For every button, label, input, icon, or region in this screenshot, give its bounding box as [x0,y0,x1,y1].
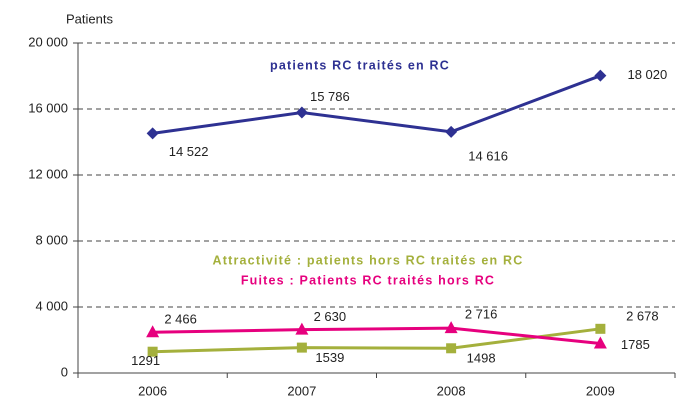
marker [446,343,457,354]
y-tick-label: 8 000 [35,232,68,247]
marker [147,346,158,357]
marker [296,342,307,353]
value-label: 1498 [467,351,496,366]
series-name: Attractivité : patients hors RC traités … [213,253,524,267]
marker [295,322,309,335]
value-label: 1539 [315,350,344,365]
y-tick-label: 20 000 [28,34,68,49]
y-axis-label: Patients [66,11,113,26]
y-tick-label: 4 000 [35,298,68,313]
value-label: 2 716 [465,307,498,322]
value-label: 2 466 [164,312,197,327]
marker [594,69,607,82]
series-line [152,74,601,135]
x-tick-label: 2006 [138,383,167,398]
marker [146,127,159,140]
x-tick-label: 2007 [287,383,316,398]
value-label: 14 616 [468,148,508,163]
marker [146,325,160,338]
marker [444,321,458,334]
value-label: 14 522 [169,144,209,159]
y-tick-label: 16 000 [28,100,68,115]
marker [593,336,607,349]
value-label: 2 630 [314,309,347,324]
y-tick-label: 0 [61,364,68,379]
y-tick-label: 12 000 [28,166,68,181]
marker [595,323,606,334]
value-label: 18 020 [627,67,667,82]
value-label: 15 786 [310,89,350,104]
x-tick-label: 2008 [437,383,466,398]
value-label: 1785 [621,337,650,352]
marker [295,106,308,119]
x-tick-label: 2009 [586,383,615,398]
value-label: 1291 [131,353,160,368]
series-line [152,326,601,346]
series-name: Fuites : Patients RC traités hors RC [241,273,495,287]
series-name: patients RC traités en RC [270,58,450,72]
value-label: 2 678 [626,308,659,323]
series-line [152,327,601,354]
marker [445,125,458,138]
